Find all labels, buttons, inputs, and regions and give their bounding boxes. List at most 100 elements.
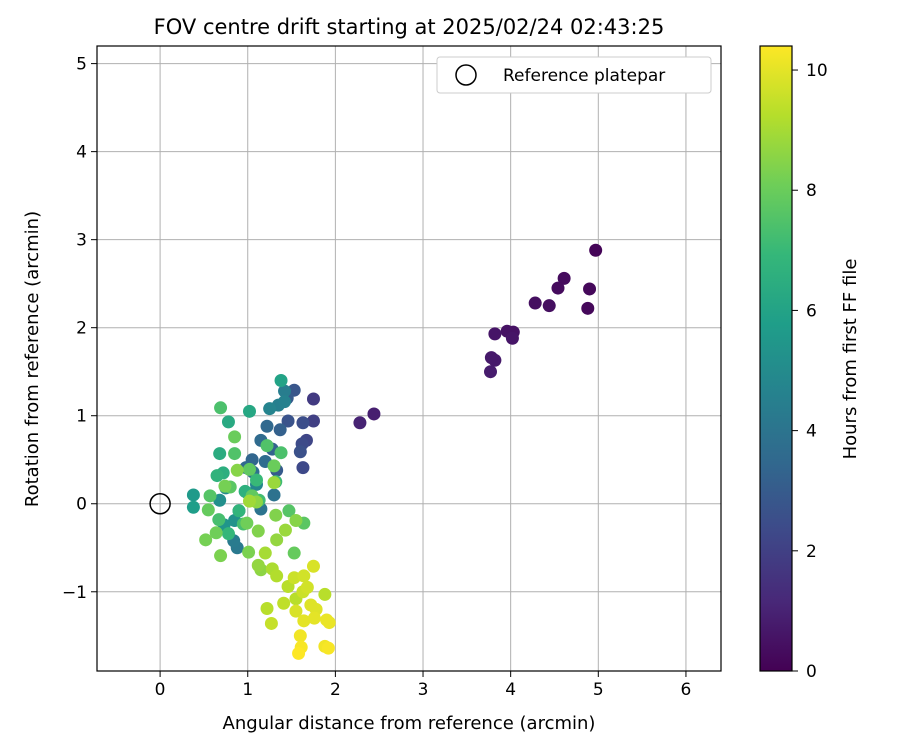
y-axis-ticks: −1 0 1 2 3 4 5 bbox=[62, 55, 97, 603]
colorbar-tick-label: 0 bbox=[806, 662, 817, 682]
scatter-point bbox=[260, 439, 274, 453]
colorbar-tick-label: 8 bbox=[806, 181, 817, 201]
scatter-point bbox=[583, 282, 597, 296]
scatter-point bbox=[212, 513, 226, 527]
scatter-point bbox=[270, 533, 284, 547]
colorbar-tick-label: 4 bbox=[806, 422, 817, 442]
scatter-point bbox=[300, 580, 314, 594]
scatter-point bbox=[251, 524, 265, 538]
legend-label: Reference platepar bbox=[503, 66, 665, 86]
y-axis-label: Rotation from reference (arcmin) bbox=[22, 211, 43, 507]
scatter-point bbox=[484, 351, 498, 365]
scatter-point bbox=[258, 546, 272, 560]
y-tick-label: −1 bbox=[62, 583, 87, 603]
scatter-point bbox=[209, 526, 223, 540]
scatter-point bbox=[221, 527, 235, 541]
scatter-point bbox=[289, 604, 303, 618]
scatter-point bbox=[214, 549, 228, 563]
scatter-point bbox=[267, 476, 281, 490]
scatter-point bbox=[242, 545, 256, 559]
scatter-point bbox=[306, 392, 320, 406]
scatter-point bbox=[240, 516, 254, 530]
scatter-point bbox=[307, 611, 321, 625]
scatter-point bbox=[186, 488, 200, 502]
scatter-point bbox=[528, 296, 542, 310]
scatter-point bbox=[322, 616, 336, 630]
scatter-point bbox=[318, 587, 332, 601]
scatter-point bbox=[274, 374, 288, 388]
x-tick-label: 1 bbox=[242, 680, 253, 700]
scatter-point bbox=[306, 414, 320, 428]
scatter-point bbox=[210, 469, 224, 483]
scatter-point bbox=[232, 504, 246, 518]
scatter-point bbox=[282, 504, 296, 518]
scatter-point bbox=[228, 430, 242, 444]
scatter-point bbox=[218, 479, 232, 493]
scatter-point bbox=[186, 500, 200, 514]
scatter-point bbox=[557, 271, 571, 285]
x-tick-label: 3 bbox=[418, 680, 429, 700]
scatter-point bbox=[505, 331, 519, 345]
scatter-point bbox=[281, 414, 295, 428]
scatter-point bbox=[203, 489, 217, 503]
y-tick-label: 3 bbox=[76, 231, 87, 251]
plot-area bbox=[97, 46, 721, 671]
y-tick-label: 5 bbox=[76, 55, 87, 75]
scatter-point bbox=[277, 596, 291, 610]
legend-box bbox=[436, 56, 712, 94]
scatter-point bbox=[289, 513, 303, 527]
scatter-points bbox=[186, 243, 603, 660]
scatter-point bbox=[250, 473, 264, 487]
x-tick-label: 4 bbox=[505, 680, 516, 700]
scatter-point bbox=[242, 462, 256, 476]
scatter-point bbox=[242, 494, 256, 508]
colorbar-gradient bbox=[760, 46, 792, 671]
scatter-point bbox=[293, 629, 307, 643]
scatter-point bbox=[542, 299, 556, 313]
colorbar-frame bbox=[759, 45, 793, 672]
colorbar-ticks: 0 2 4 6 8 10 bbox=[792, 61, 828, 682]
scatter-point bbox=[287, 546, 301, 560]
scatter-point bbox=[296, 416, 310, 430]
scatter-point bbox=[270, 569, 284, 583]
plot-frame bbox=[96, 45, 722, 672]
scatter-point bbox=[269, 508, 283, 522]
scatter-point bbox=[213, 447, 227, 461]
reference-platepar-marker bbox=[149, 492, 171, 515]
y-tick-label: 2 bbox=[76, 319, 87, 339]
x-axis-label: Angular distance from reference (arcmin) bbox=[223, 713, 596, 734]
scatter-point bbox=[367, 407, 381, 421]
scatter-point bbox=[267, 459, 281, 473]
scatter-point bbox=[260, 602, 274, 615]
scatter-point bbox=[278, 523, 292, 537]
scatter-point bbox=[274, 446, 288, 460]
scatter-point bbox=[278, 395, 292, 409]
x-tick-label: 0 bbox=[155, 680, 166, 700]
y-tick-label: 1 bbox=[76, 407, 87, 427]
scatter-point bbox=[321, 641, 335, 655]
scatter-point bbox=[296, 461, 310, 475]
scatter-point bbox=[251, 558, 265, 572]
scatter-point bbox=[581, 301, 595, 315]
colorbar: 0 2 4 6 8 10 Hours from first FF file bbox=[759, 45, 861, 682]
scatter-point bbox=[297, 614, 311, 628]
scatter-point bbox=[201, 503, 215, 517]
legend: Reference platepar bbox=[436, 56, 712, 94]
scatter-point bbox=[278, 384, 292, 398]
reference-marker-layer bbox=[149, 492, 171, 515]
x-tick-label: 6 bbox=[681, 680, 692, 700]
scatter-point bbox=[589, 243, 603, 257]
y-tick-label: 0 bbox=[76, 495, 87, 515]
scatter-point bbox=[353, 416, 367, 430]
scatter-point bbox=[199, 533, 213, 547]
chart-title: FOV centre drift starting at 2025/02/24 … bbox=[154, 15, 665, 39]
x-tick-label: 2 bbox=[330, 680, 341, 700]
scatter-point bbox=[264, 616, 278, 630]
x-axis-ticks: 0 1 2 3 4 5 6 bbox=[155, 671, 692, 700]
scatter-point bbox=[488, 327, 502, 341]
colorbar-tick-label: 6 bbox=[806, 301, 817, 321]
scatter-point bbox=[551, 281, 565, 295]
scatter-point bbox=[287, 571, 301, 585]
scatter-point bbox=[230, 463, 244, 477]
